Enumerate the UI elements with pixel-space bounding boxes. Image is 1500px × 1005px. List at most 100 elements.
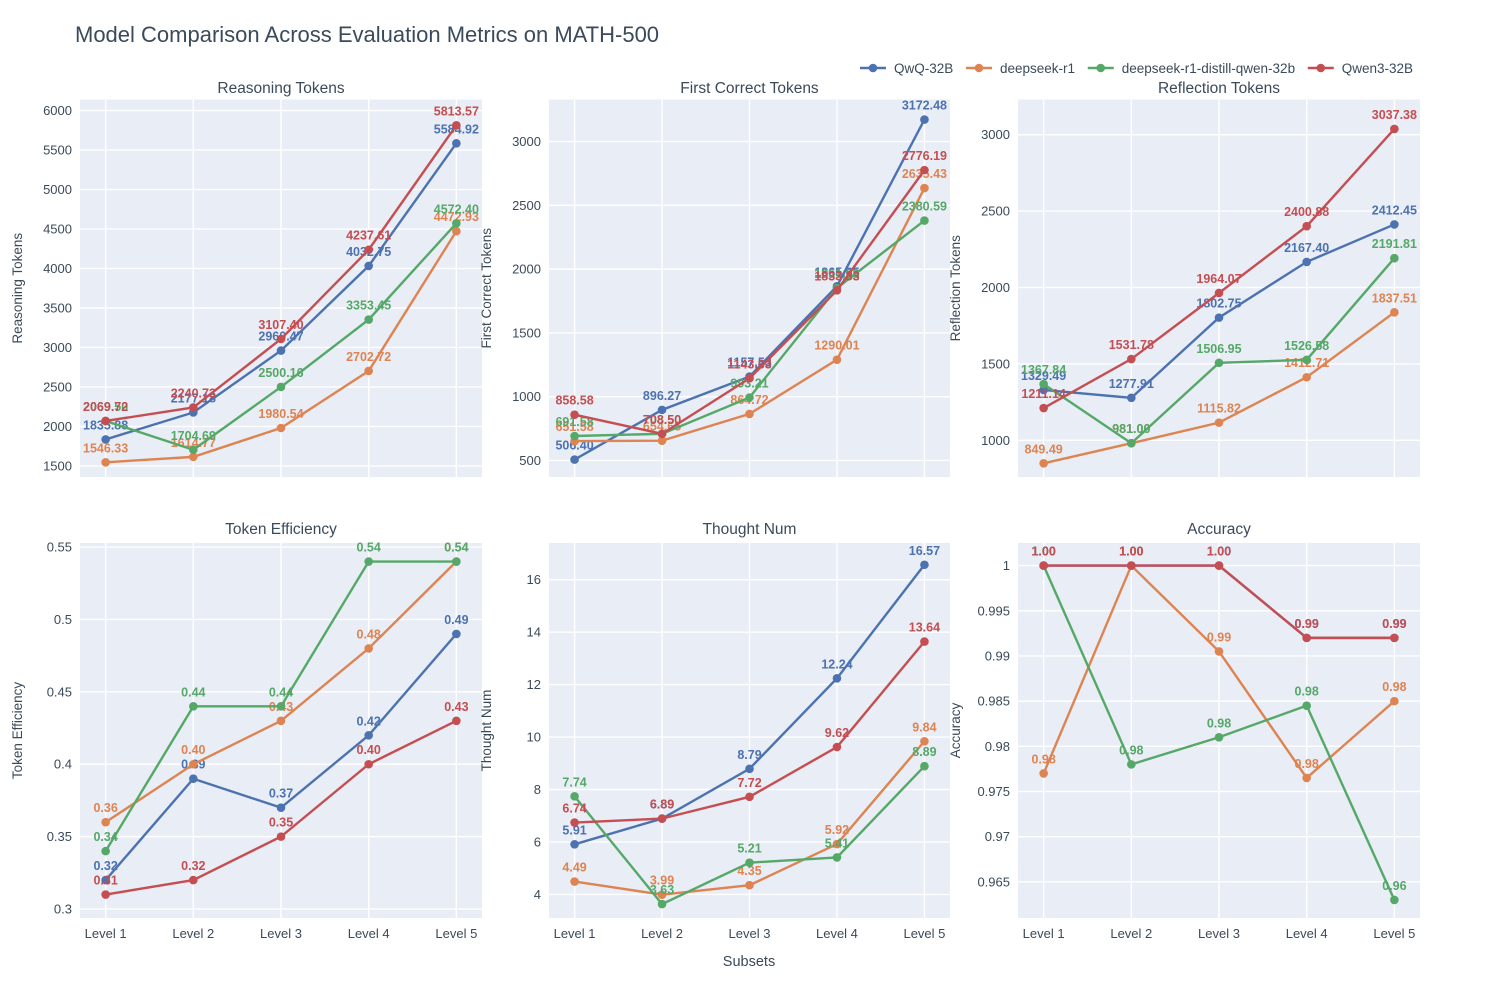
- svg-text:4000: 4000: [43, 261, 72, 276]
- svg-text:4572.40: 4572.40: [434, 202, 479, 216]
- svg-text:8: 8: [534, 782, 541, 797]
- svg-text:1: 1: [1003, 558, 1010, 573]
- svg-text:5.41: 5.41: [825, 836, 849, 850]
- svg-text:2380.59: 2380.59: [902, 200, 947, 214]
- svg-text:3107.40: 3107.40: [258, 318, 303, 332]
- svg-text:12.24: 12.24: [821, 657, 852, 671]
- svg-text:7.72: 7.72: [737, 776, 761, 790]
- svg-text:Level 1: Level 1: [1023, 926, 1065, 941]
- svg-text:6: 6: [534, 834, 541, 849]
- svg-text:3000: 3000: [43, 340, 72, 355]
- svg-text:3037.38: 3037.38: [1372, 108, 1417, 122]
- svg-text:2000: 2000: [981, 280, 1010, 295]
- svg-text:4237.61: 4237.61: [346, 229, 391, 243]
- svg-text:Level 1: Level 1: [554, 926, 596, 941]
- svg-text:1115.82: 1115.82: [1197, 402, 1241, 416]
- svg-text:2500: 2500: [43, 379, 72, 394]
- svg-text:0.98: 0.98: [1382, 680, 1406, 694]
- svg-text:0.37: 0.37: [269, 787, 293, 801]
- svg-text:1367.84: 1367.84: [1021, 363, 1066, 377]
- svg-text:First Correct Tokens: First Correct Tokens: [479, 228, 494, 349]
- svg-text:Model Comparison Across Evalua: Model Comparison Across Evaluation Metri…: [75, 22, 659, 47]
- svg-text:2000: 2000: [512, 262, 541, 277]
- svg-text:0.43: 0.43: [444, 700, 468, 714]
- svg-text:0.5: 0.5: [54, 612, 72, 627]
- svg-text:0.3: 0.3: [54, 902, 72, 917]
- svg-text:2000: 2000: [43, 419, 72, 434]
- svg-text:1531.78: 1531.78: [1109, 338, 1154, 352]
- svg-text:Level 4: Level 4: [348, 926, 390, 941]
- svg-text:1211.14: 1211.14: [1021, 387, 1066, 401]
- svg-text:Qwen3-32B: Qwen3-32B: [1342, 61, 1413, 76]
- svg-text:8.89: 8.89: [912, 745, 936, 759]
- svg-text:0.98: 0.98: [1031, 752, 1055, 766]
- svg-text:0.32: 0.32: [93, 859, 117, 873]
- svg-text:1143.63: 1143.63: [727, 357, 772, 371]
- svg-text:708.50: 708.50: [643, 413, 681, 427]
- svg-text:0.965: 0.965: [977, 874, 1010, 889]
- svg-text:1500: 1500: [981, 356, 1010, 371]
- svg-text:First Correct Tokens: First Correct Tokens: [680, 80, 819, 97]
- svg-text:Level 3: Level 3: [1198, 926, 1240, 941]
- svg-text:4.49: 4.49: [562, 861, 586, 875]
- svg-text:2500: 2500: [981, 204, 1010, 219]
- svg-text:0.54: 0.54: [444, 541, 468, 555]
- svg-text:Level 3: Level 3: [729, 926, 771, 941]
- svg-text:1500: 1500: [512, 325, 541, 340]
- svg-text:0.98: 0.98: [1207, 716, 1231, 730]
- svg-text:0.49: 0.49: [444, 613, 468, 627]
- svg-text:Reflection Tokens: Reflection Tokens: [948, 235, 963, 342]
- svg-text:0.98: 0.98: [985, 739, 1010, 754]
- svg-text:0.96: 0.96: [1382, 879, 1406, 893]
- svg-text:Accuracy: Accuracy: [1187, 521, 1251, 538]
- svg-text:0.99: 0.99: [985, 648, 1010, 663]
- svg-text:0.40: 0.40: [181, 743, 205, 757]
- svg-text:Level 5: Level 5: [435, 926, 477, 941]
- svg-text:6000: 6000: [43, 103, 72, 118]
- svg-text:Level 4: Level 4: [1286, 926, 1328, 941]
- svg-text:0.99: 0.99: [1295, 617, 1319, 631]
- svg-text:0.98: 0.98: [1295, 685, 1319, 699]
- svg-text:Level 2: Level 2: [172, 926, 214, 941]
- svg-text:5000: 5000: [43, 182, 72, 197]
- svg-text:0.55: 0.55: [47, 540, 72, 555]
- svg-text:2167.40: 2167.40: [1284, 241, 1329, 255]
- svg-text:858.58: 858.58: [555, 394, 593, 408]
- svg-text:1964.07: 1964.07: [1196, 272, 1241, 286]
- svg-text:849.49: 849.49: [1025, 442, 1063, 456]
- svg-text:1833.83: 1833.83: [814, 269, 859, 283]
- svg-text:0.44: 0.44: [181, 685, 205, 699]
- svg-text:Token Efficiency: Token Efficiency: [225, 521, 337, 538]
- svg-text:QwQ-32B: QwQ-32B: [894, 61, 953, 76]
- svg-text:6.74: 6.74: [562, 802, 586, 816]
- svg-text:0.4: 0.4: [54, 757, 72, 772]
- svg-text:5.21: 5.21: [737, 842, 761, 856]
- svg-text:Reasoning Tokens: Reasoning Tokens: [10, 233, 25, 344]
- svg-text:Thought Num: Thought Num: [479, 690, 494, 772]
- svg-text:2191.81: 2191.81: [1372, 237, 1417, 251]
- svg-text:1000: 1000: [981, 433, 1010, 448]
- svg-text:0.995: 0.995: [977, 603, 1010, 618]
- svg-text:10: 10: [527, 730, 541, 745]
- svg-text:5.92: 5.92: [825, 823, 849, 837]
- svg-text:1.00: 1.00: [1119, 545, 1143, 559]
- svg-text:1704.69: 1704.69: [171, 429, 216, 443]
- svg-text:2776.19: 2776.19: [902, 149, 947, 163]
- svg-text:500: 500: [519, 453, 541, 468]
- svg-text:Level 5: Level 5: [1373, 926, 1415, 941]
- svg-text:16: 16: [527, 572, 541, 587]
- svg-text:0.98: 0.98: [1119, 743, 1143, 757]
- svg-text:0.98: 0.98: [1295, 757, 1319, 771]
- svg-text:0.975: 0.975: [977, 784, 1010, 799]
- svg-text:3500: 3500: [43, 300, 72, 315]
- svg-text:8.79: 8.79: [737, 748, 761, 762]
- svg-text:Level 1: Level 1: [85, 926, 127, 941]
- svg-text:deepseek-r1: deepseek-r1: [1000, 61, 1075, 76]
- svg-text:16.57: 16.57: [909, 544, 940, 558]
- svg-text:1500: 1500: [43, 458, 72, 473]
- svg-text:2412.45: 2412.45: [1372, 203, 1417, 217]
- svg-text:Level 2: Level 2: [641, 926, 683, 941]
- svg-text:6.89: 6.89: [650, 798, 674, 812]
- svg-text:0.35: 0.35: [47, 829, 72, 844]
- svg-text:14: 14: [527, 625, 541, 640]
